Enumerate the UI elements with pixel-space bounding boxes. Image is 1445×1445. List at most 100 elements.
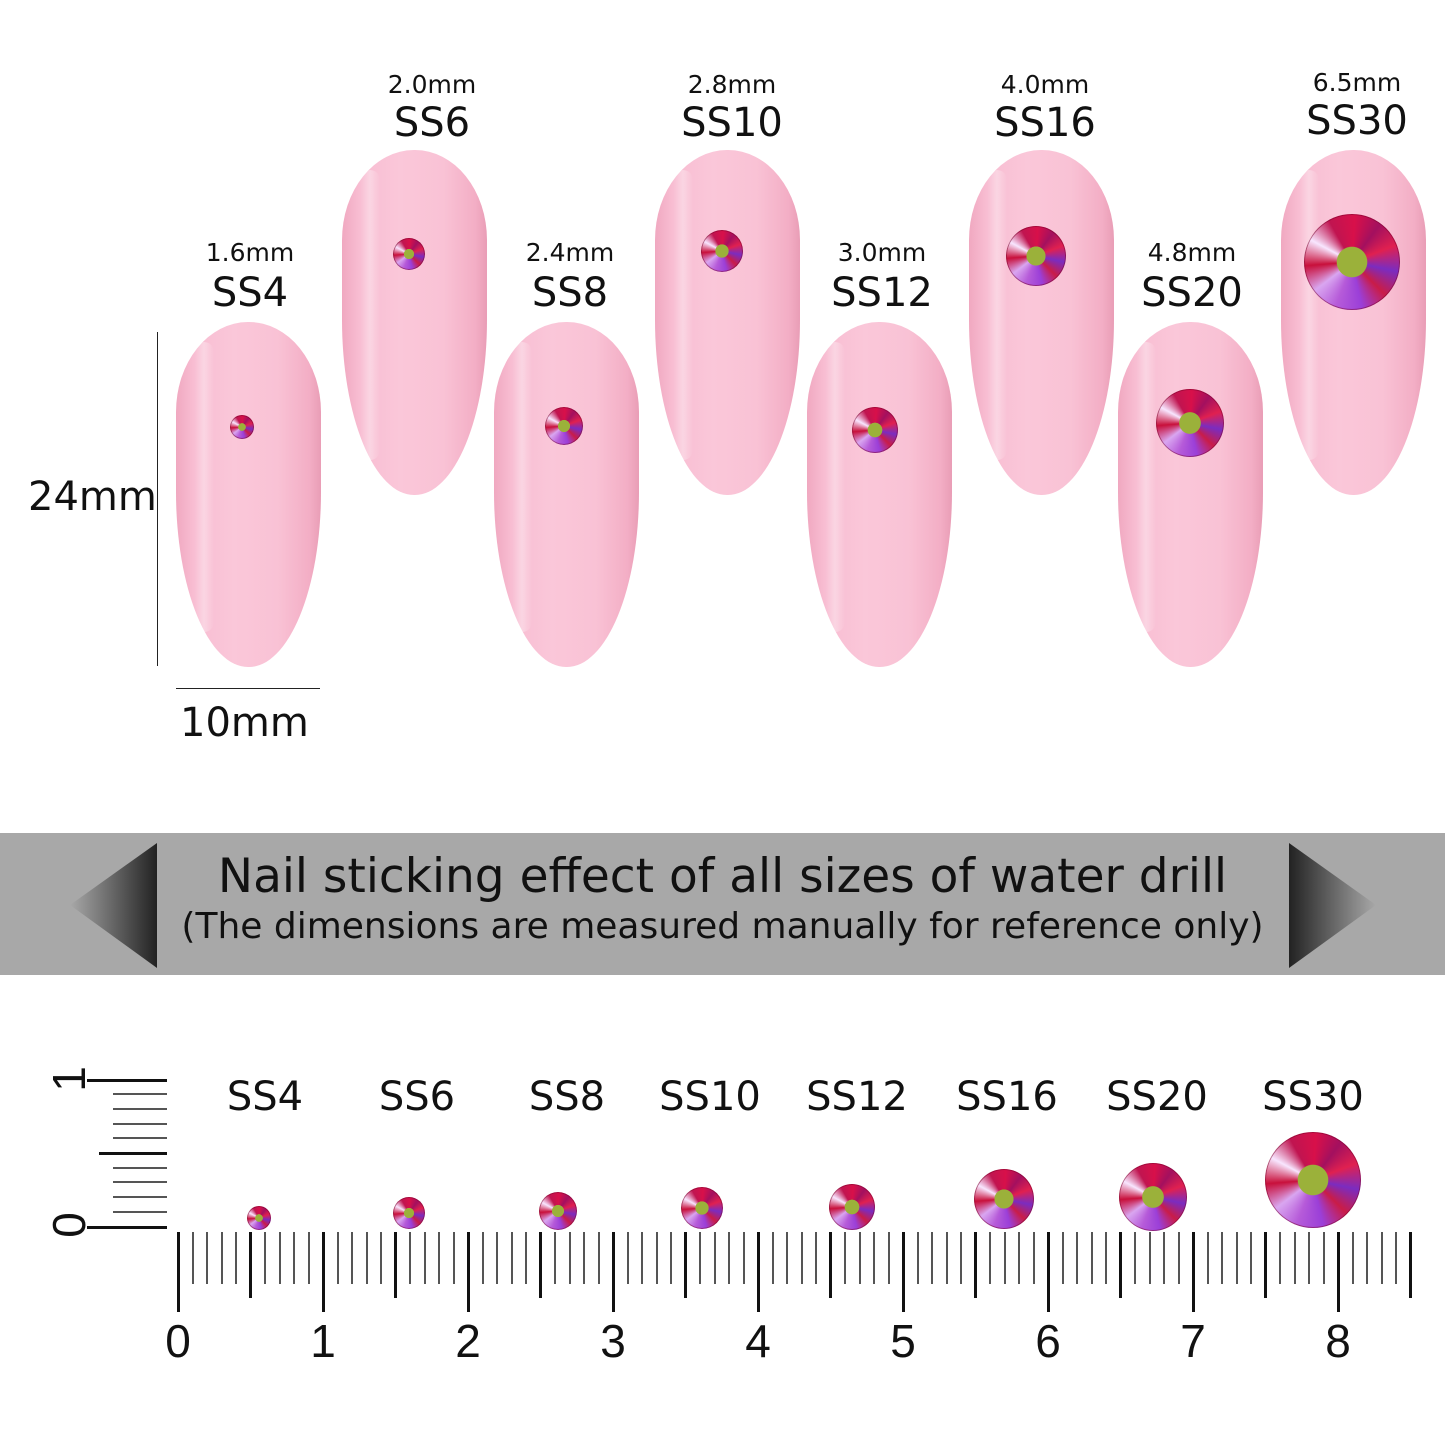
ruler-size-label: SS16 — [956, 1074, 1058, 1120]
ruler-size-label: SS6 — [378, 1074, 456, 1120]
ruler-tick — [510, 1232, 513, 1284]
ruler-tick — [873, 1232, 875, 1284]
ruler-tick — [438, 1232, 440, 1284]
ruler-tick — [176, 1232, 180, 1312]
ruler-tick — [191, 1232, 194, 1284]
ruler-tick — [611, 1232, 615, 1312]
ruler-tick — [365, 1232, 368, 1284]
nail-ss4 — [176, 322, 321, 667]
ruler-tick — [1336, 1232, 1340, 1312]
size-mm-label: 4.8mm — [1147, 238, 1237, 267]
nail-ss16 — [969, 150, 1114, 495]
rhinestone-ss30 — [1304, 214, 1400, 310]
ruler-tick — [336, 1232, 339, 1284]
size-mm-label: 2.0mm — [387, 70, 477, 99]
height-dimension-label: 24mm — [28, 474, 157, 520]
ruler-tick — [655, 1232, 658, 1284]
ruler-tick — [496, 1232, 498, 1284]
ruler-tick — [409, 1232, 411, 1284]
ruler-tick — [1032, 1232, 1035, 1284]
ruler-number: 8 — [1325, 1315, 1351, 1367]
ruler-tick — [1076, 1232, 1078, 1284]
size-label: SS20 — [1141, 270, 1243, 316]
ruler-tick — [1293, 1232, 1296, 1284]
vertical-ruler-number: 1 — [42, 1066, 95, 1092]
nail-ss12 — [807, 322, 952, 667]
ruler-tick — [728, 1232, 730, 1284]
nail-ss10 — [655, 150, 800, 495]
width-dimension-label: 10mm — [180, 700, 309, 746]
rhinestone-ss20 — [1156, 389, 1224, 457]
ruler-tick — [800, 1232, 803, 1284]
ruler-tick — [1191, 1232, 1195, 1312]
width-dimension-line — [176, 688, 320, 689]
size-mm-label: 6.5mm — [1312, 68, 1402, 97]
vertical-ruler-tick — [113, 1137, 167, 1140]
ruler-tick — [844, 1232, 846, 1284]
nail-ss20 — [1118, 322, 1263, 667]
ruler-tick — [1308, 1232, 1310, 1284]
ruler-tick — [786, 1232, 788, 1284]
ruler-tick — [989, 1232, 991, 1284]
right-arrow-icon — [1289, 843, 1376, 968]
rhinestone-ss16 — [1006, 226, 1066, 286]
ruler-rhinestone-ss12 — [829, 1184, 875, 1230]
ruler-tick — [583, 1232, 585, 1284]
nail-ss6 — [342, 150, 487, 495]
ruler-tick — [887, 1232, 890, 1284]
ruler-tick — [641, 1232, 643, 1284]
rhinestone-ss8 — [545, 407, 583, 445]
rhinestone-ss6 — [393, 238, 425, 270]
ruler-number: 4 — [745, 1315, 771, 1367]
ruler-tick — [1134, 1232, 1136, 1284]
vertical-ruler-tick — [113, 1122, 167, 1125]
ruler-tick — [307, 1232, 310, 1284]
size-label: SS4 — [211, 270, 289, 316]
ruler-tick — [713, 1232, 716, 1284]
ruler-tick — [1322, 1232, 1325, 1284]
ruler-number: 7 — [1180, 1315, 1206, 1367]
ruler-size-label: SS30 — [1262, 1074, 1364, 1120]
ruler-size-label: SS4 — [226, 1074, 304, 1120]
size-mm-label: 2.8mm — [687, 70, 777, 99]
ruler-tick — [1395, 1232, 1397, 1284]
ruler-tick — [1250, 1232, 1252, 1284]
ruler-tick — [1177, 1232, 1180, 1284]
ruler-tick — [1380, 1232, 1383, 1284]
vertical-ruler-tick — [113, 1166, 167, 1169]
size-mm-label: 1.6mm — [205, 238, 295, 267]
ruler-number: 3 — [600, 1315, 626, 1367]
banner-subtitle: (The dimensions are measured manually fo… — [181, 906, 1264, 947]
ruler-tick — [481, 1232, 484, 1284]
ruler-tick — [858, 1232, 861, 1284]
ruler-tick — [771, 1232, 774, 1284]
ruler-tick — [1119, 1232, 1122, 1298]
ruler-tick — [1105, 1232, 1107, 1284]
ruler-tick — [235, 1232, 237, 1284]
ruler-tick — [684, 1232, 687, 1298]
ruler-size-label: SS12 — [806, 1074, 908, 1120]
size-label: SS10 — [681, 100, 783, 146]
ruler-tick — [264, 1232, 266, 1284]
vertical-ruler-tick — [113, 1181, 167, 1184]
left-arrow-icon — [70, 843, 157, 968]
ruler-tick — [960, 1232, 962, 1284]
ruler-rhinestone-ss6 — [393, 1197, 425, 1229]
rhinestone-ss4 — [230, 415, 254, 439]
size-label: SS8 — [531, 270, 609, 316]
vertical-ruler-number: 0 — [42, 1212, 95, 1238]
vertical-ruler-tick — [87, 1225, 167, 1229]
ruler-tick — [1090, 1232, 1093, 1284]
ruler-tick — [1279, 1232, 1281, 1284]
ruler-tick — [1409, 1232, 1412, 1298]
banner: Nail sticking effect of all sizes of wat… — [0, 833, 1445, 975]
ruler-tick — [423, 1232, 426, 1284]
ruler-tick — [525, 1232, 527, 1284]
vertical-ruler-tick — [113, 1093, 167, 1096]
ruler-tick — [742, 1232, 745, 1284]
rhinestone-ss12 — [852, 407, 898, 453]
ruler-tick — [321, 1232, 325, 1312]
size-mm-label: 2.4mm — [525, 238, 615, 267]
ruler-tick — [380, 1232, 382, 1284]
